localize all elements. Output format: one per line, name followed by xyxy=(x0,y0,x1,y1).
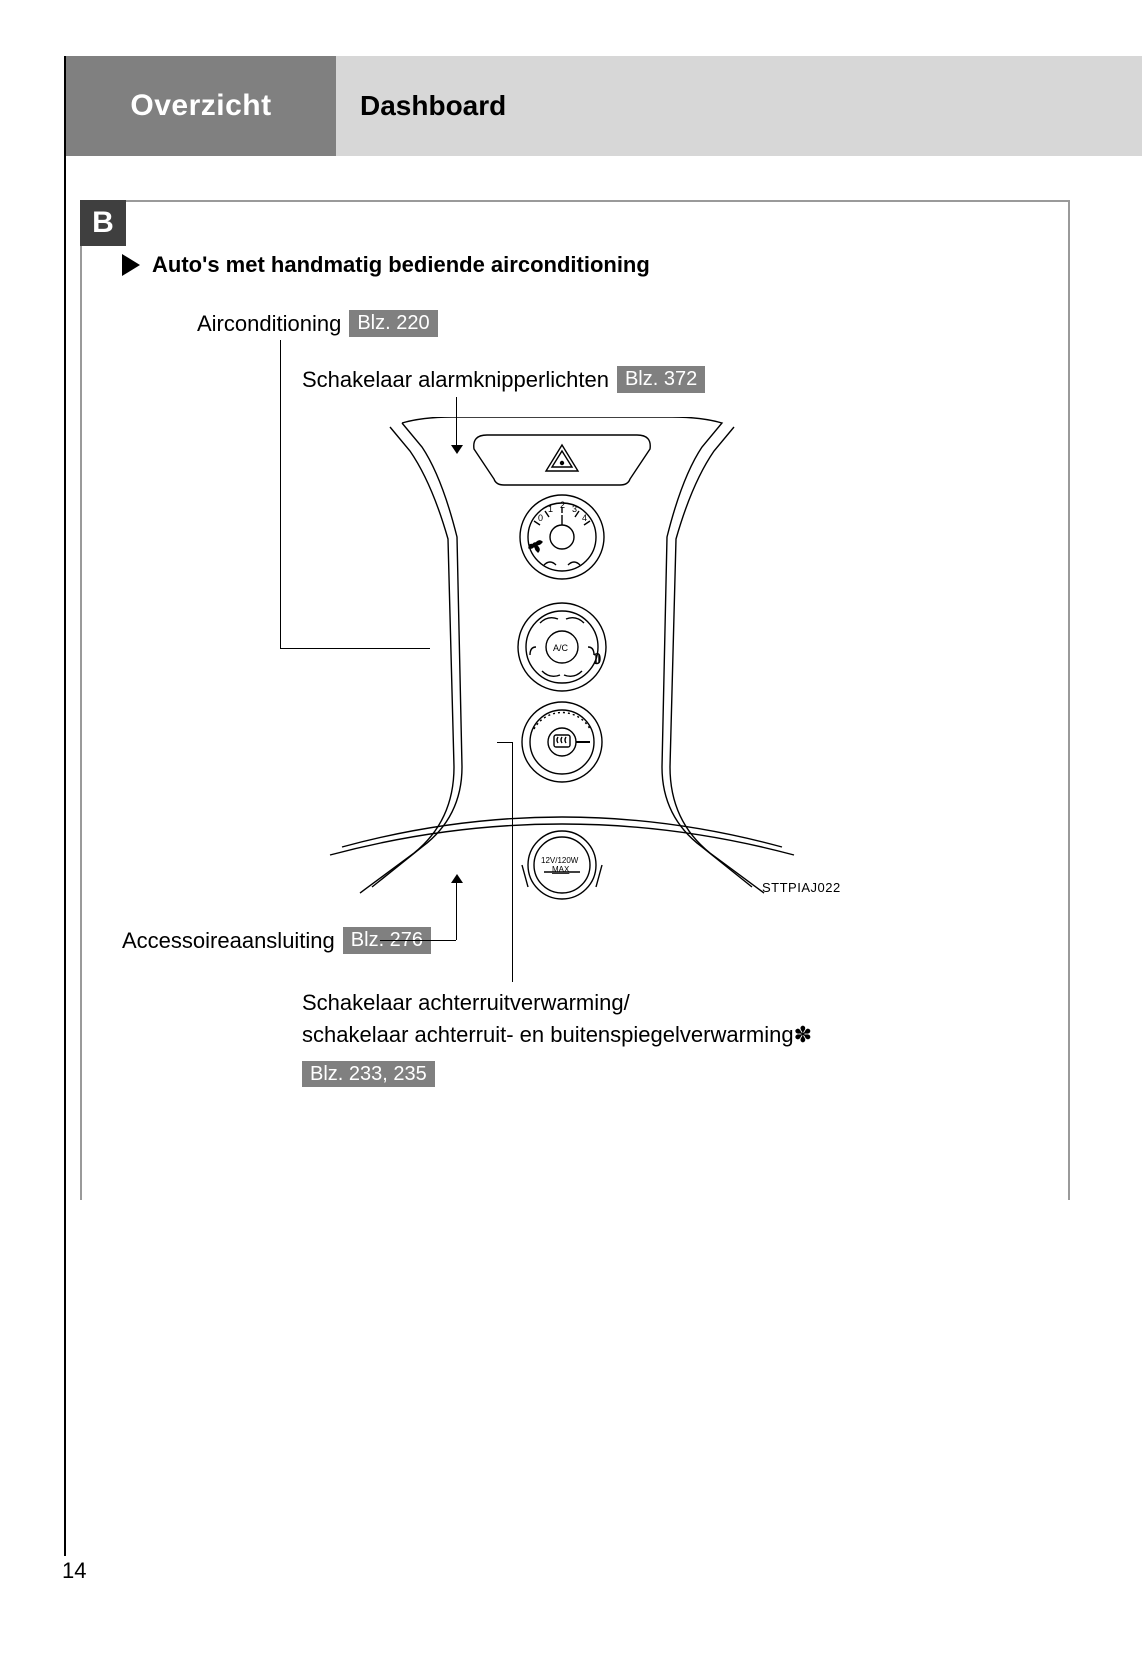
callout-airco-label: Airconditioning xyxy=(197,311,341,337)
callout-accessory-label: Accessoireaansluiting xyxy=(122,928,335,954)
rear-defog-line1: Schakelaar achterruitverwarming/ xyxy=(302,987,812,1019)
fan-mark-1: 1 xyxy=(548,504,553,514)
header-title: Dashboard xyxy=(360,56,506,156)
header-title-text: Dashboard xyxy=(360,90,506,122)
fan-mark-4: 4 xyxy=(582,513,587,523)
page-number: 14 xyxy=(62,1558,86,1584)
header-tab-text: Overzicht xyxy=(130,89,271,123)
asterisk-icon: ✽ xyxy=(794,1022,812,1047)
fan-mark-0: 0 xyxy=(538,513,543,523)
callout-hazard: Schakelaar alarmknipperlichten Blz. 372 xyxy=(302,366,705,393)
section-badge: B xyxy=(80,200,126,246)
outlet-line2: MAX xyxy=(552,865,570,874)
outlet-line1: 12V/120W xyxy=(541,856,579,865)
diagram-svg: 0 1 2 3 4 A/C 12V/120W MAX xyxy=(282,417,842,907)
center-console-diagram: 0 1 2 3 4 A/C 12V/120W MAX xyxy=(282,417,842,907)
section-badge-letter: B xyxy=(92,206,114,240)
page-ref-airco: Blz. 220 xyxy=(349,310,437,337)
rear-defog-line2-wrap: schakelaar achterruit- en buitenspiegelv… xyxy=(302,1019,812,1051)
page-ref-hazard: Blz. 372 xyxy=(617,366,705,393)
leader-airco-v xyxy=(280,340,281,648)
page-ref-rear-defog: Blz. 233, 235 xyxy=(302,1061,435,1087)
leader-accessory-h xyxy=(380,940,456,941)
subheading-text: Auto's met handmatig bediende airconditi… xyxy=(152,252,650,278)
subheading-row: Auto's met handmatig bediende airconditi… xyxy=(122,252,650,278)
page: Overzicht Dashboard B Auto's met handmat… xyxy=(0,0,1142,1654)
triangle-right-icon xyxy=(122,254,140,276)
callout-rear-defog: Schakelaar achterruitverwarming/ schakel… xyxy=(302,987,812,1089)
rear-defog-line2: schakelaar achterruit- en buitenspiegelv… xyxy=(302,1022,794,1047)
content-box: B Auto's met handmatig bediende aircondi… xyxy=(80,200,1070,1200)
callout-airconditioning: Airconditioning Blz. 220 xyxy=(197,310,438,337)
callout-hazard-label: Schakelaar alarmknipperlichten xyxy=(302,367,609,393)
diagram-image-code: STTPIAJ022 xyxy=(762,880,841,895)
header-tab: Overzicht xyxy=(66,56,336,156)
left-side-rule xyxy=(64,56,66,1556)
ac-button-label: A/C xyxy=(553,643,569,653)
fan-mark-2: 2 xyxy=(560,500,565,510)
fan-mark-3: 3 xyxy=(572,504,577,514)
